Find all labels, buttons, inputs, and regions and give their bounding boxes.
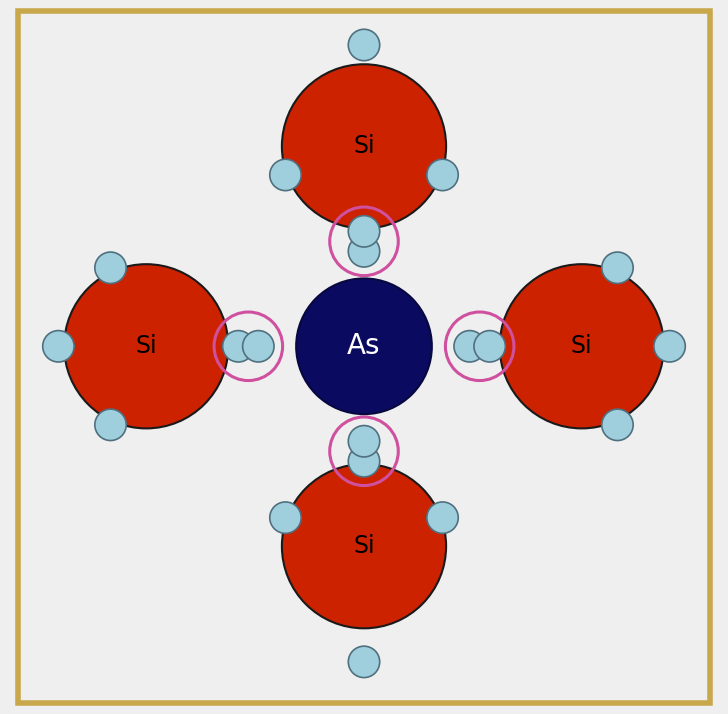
Circle shape xyxy=(348,446,380,477)
Circle shape xyxy=(499,264,664,428)
Text: As: As xyxy=(347,332,381,361)
Text: Si: Si xyxy=(571,334,593,358)
Circle shape xyxy=(242,331,274,362)
Circle shape xyxy=(282,64,446,228)
Circle shape xyxy=(427,159,458,191)
Circle shape xyxy=(95,409,126,441)
Circle shape xyxy=(270,159,301,191)
Circle shape xyxy=(427,502,458,533)
Circle shape xyxy=(348,646,380,678)
Circle shape xyxy=(602,252,633,283)
Circle shape xyxy=(654,331,685,362)
Text: Si: Si xyxy=(353,534,375,558)
Circle shape xyxy=(454,331,486,362)
Circle shape xyxy=(223,331,254,362)
Text: Si: Si xyxy=(135,334,157,358)
Circle shape xyxy=(43,331,74,362)
Circle shape xyxy=(348,236,380,267)
Circle shape xyxy=(95,252,126,283)
Circle shape xyxy=(296,278,432,414)
Circle shape xyxy=(270,502,301,533)
Circle shape xyxy=(64,264,229,428)
Text: Si: Si xyxy=(353,134,375,159)
Circle shape xyxy=(348,29,380,61)
Circle shape xyxy=(602,409,633,441)
Circle shape xyxy=(348,216,380,247)
Circle shape xyxy=(348,426,380,457)
Circle shape xyxy=(282,464,446,628)
Circle shape xyxy=(474,331,505,362)
